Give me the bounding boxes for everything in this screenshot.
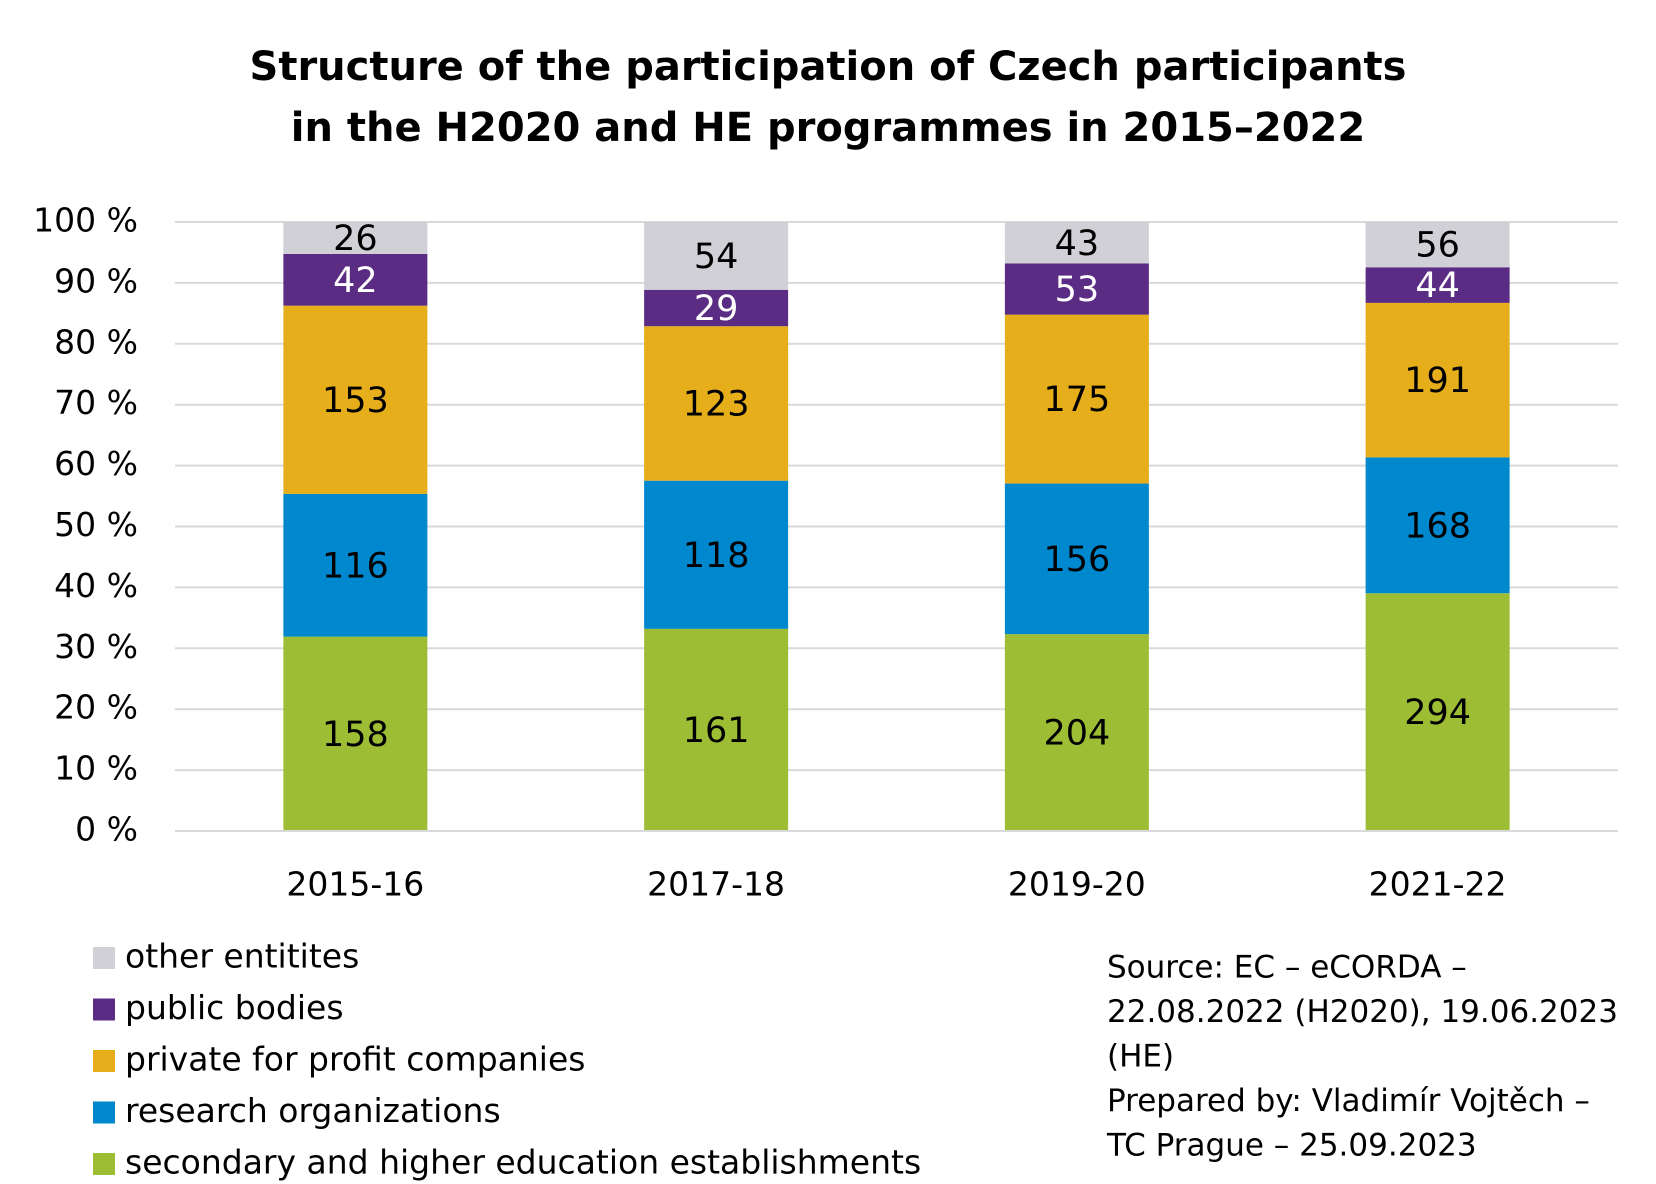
y-tick-label: 40 % <box>54 566 138 605</box>
y-tick-label: 70 % <box>54 383 138 422</box>
y-tick-label: 30 % <box>54 627 138 666</box>
bar-segment <box>1004 263 1149 315</box>
legend-label: public bodies <box>125 988 344 1027</box>
y-tick-label: 90 % <box>54 261 138 300</box>
bar-segment <box>1004 634 1149 831</box>
legend-swatch <box>93 1050 115 1072</box>
y-tick-label: 20 % <box>54 688 138 727</box>
bar-segment <box>1365 593 1510 831</box>
data-label: 191 <box>1404 361 1471 401</box>
bar-segment <box>283 493 428 637</box>
y-tick-label: 10 % <box>54 749 138 788</box>
bar-segment <box>644 289 789 327</box>
data-label: 153 <box>322 381 389 421</box>
source-note: Source: EC – eCORDA – <box>1107 950 1467 986</box>
data-label: 158 <box>322 715 389 755</box>
data-label: 168 <box>1404 506 1471 546</box>
data-label: 29 <box>694 289 739 329</box>
data-label: 118 <box>683 536 750 576</box>
legend-swatch <box>93 1101 115 1124</box>
data-label: 42 <box>333 261 378 301</box>
data-label: 204 <box>1043 714 1110 754</box>
chart-title: in the H2020 and HE programmes in 2015–2… <box>291 105 1365 151</box>
x-tick-label: 2021-22 <box>1369 865 1507 904</box>
bar-segment <box>1004 314 1149 484</box>
data-label: 56 <box>1415 226 1460 266</box>
data-label: 43 <box>1055 224 1100 264</box>
bar-segment <box>644 222 789 290</box>
bar-segment <box>1365 457 1510 594</box>
y-tick-label: 60 % <box>54 444 138 483</box>
data-label: 123 <box>683 384 750 424</box>
data-label: 175 <box>1043 380 1110 420</box>
bar-segment <box>1004 483 1149 635</box>
bar-segment <box>1004 222 1149 264</box>
data-label: 26 <box>333 219 378 259</box>
x-tick-label: 2015-16 <box>286 865 424 904</box>
source-note: 22.08.2022 (H2020), 19.06.2023 <box>1107 994 1618 1030</box>
legend-swatch <box>93 998 115 1021</box>
bar-segment <box>283 253 428 306</box>
legend-swatch <box>93 947 115 969</box>
data-label: 44 <box>1415 266 1460 306</box>
data-label: 53 <box>1055 270 1100 310</box>
bar-segment <box>1365 302 1510 458</box>
y-tick-label: 80 % <box>54 322 138 361</box>
bar-segment <box>644 326 789 481</box>
legend-label: research organizations <box>125 1091 501 1130</box>
y-tick-label: 50 % <box>54 505 138 544</box>
bar-segment <box>283 222 428 254</box>
bar-segment <box>283 305 428 494</box>
source-note: Prepared by: Vladimír Vojtěch – <box>1107 1083 1590 1119</box>
y-tick-label: 100 % <box>33 201 138 240</box>
data-label: 294 <box>1404 693 1471 733</box>
data-label: 156 <box>1043 540 1110 580</box>
legend-swatch <box>93 1153 115 1175</box>
bar-segment <box>1365 222 1510 268</box>
x-tick-label: 2017-18 <box>647 865 785 904</box>
bar-segment <box>283 636 428 831</box>
x-tick-label: 2019-20 <box>1008 865 1146 904</box>
chart-title: Structure of the participation of Czech … <box>250 44 1407 90</box>
legend-label: secondary and higher education establish… <box>125 1143 921 1182</box>
bar-segment <box>1365 267 1510 303</box>
legend-label: other entitites <box>125 937 359 976</box>
y-tick-label: 0 % <box>75 810 138 849</box>
data-label: 161 <box>683 711 750 751</box>
legend-label: private for profit companies <box>125 1040 585 1079</box>
bar-segment <box>644 480 789 629</box>
source-note: (HE) <box>1107 1039 1174 1075</box>
data-label: 54 <box>694 237 739 277</box>
bar-segment <box>644 628 789 831</box>
source-note: TC Prague – 25.09.2023 <box>1106 1128 1477 1164</box>
data-label: 116 <box>322 546 389 586</box>
